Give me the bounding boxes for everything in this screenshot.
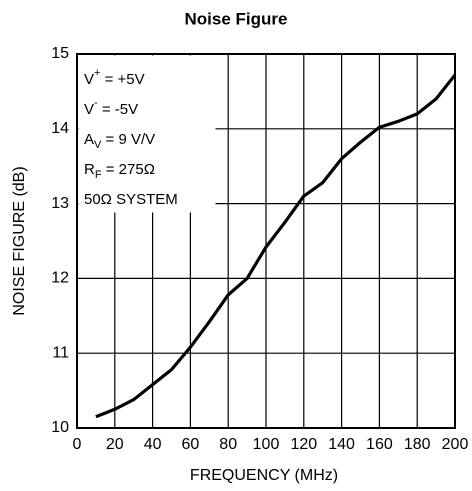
annotation-background	[78, 55, 216, 213]
annotation-part: -	[94, 97, 98, 109]
annotation-part: V	[94, 139, 102, 151]
x-tick-label: 120	[290, 436, 317, 453]
y-tick-label: 14	[51, 120, 69, 137]
x-tick-label: 60	[182, 436, 200, 453]
annotation: V+ = +5V	[84, 67, 145, 88]
plot-frame	[76, 53, 456, 429]
x-tick-label: 200	[442, 436, 469, 453]
annotation-part: +	[94, 67, 100, 79]
x-tick-label: 100	[253, 436, 280, 453]
annotation-part: V	[84, 101, 94, 118]
y-tick-label: 15	[51, 45, 69, 62]
x-tick-label: 140	[328, 436, 355, 453]
annotation-part: = +5V	[100, 71, 144, 88]
annotation: RF = 275Ω	[84, 161, 155, 181]
y-tick-label: 11	[52, 344, 69, 361]
y-tick-label: 12	[51, 270, 69, 287]
x-tick-label: 180	[404, 436, 431, 453]
y-tick-label: 13	[51, 195, 69, 212]
data-line	[95, 73, 457, 419]
annotation-part: V	[84, 71, 94, 88]
x-tick-label: 160	[366, 436, 393, 453]
annotation: AV = 9 V/V	[84, 131, 155, 151]
y-axis-label: NOISE FIGURE (dB)	[11, 166, 28, 315]
y-tick-label: 10	[51, 419, 69, 436]
annotation-part: A	[84, 131, 94, 148]
annotation: V- = -5V	[84, 97, 138, 118]
annotation-part: = -5V	[98, 101, 138, 118]
x-tick-label: 40	[144, 436, 162, 453]
annotation-part: 50Ω SYSTEM	[84, 191, 178, 208]
x-tick-label: 20	[106, 436, 124, 453]
x-tick-label: 0	[73, 436, 82, 453]
annotation-part: = 275Ω	[102, 161, 155, 178]
annotation-part: F	[95, 169, 102, 181]
x-axis-label: FREQUENCY (MHz)	[190, 467, 338, 484]
annotation: 50Ω SYSTEM	[84, 191, 178, 208]
chart-title: Noise Figure	[185, 9, 288, 28]
x-tick-label: 80	[219, 436, 237, 453]
annotation-part: R	[84, 161, 95, 178]
annotation-part: = 9 V/V	[101, 131, 155, 148]
